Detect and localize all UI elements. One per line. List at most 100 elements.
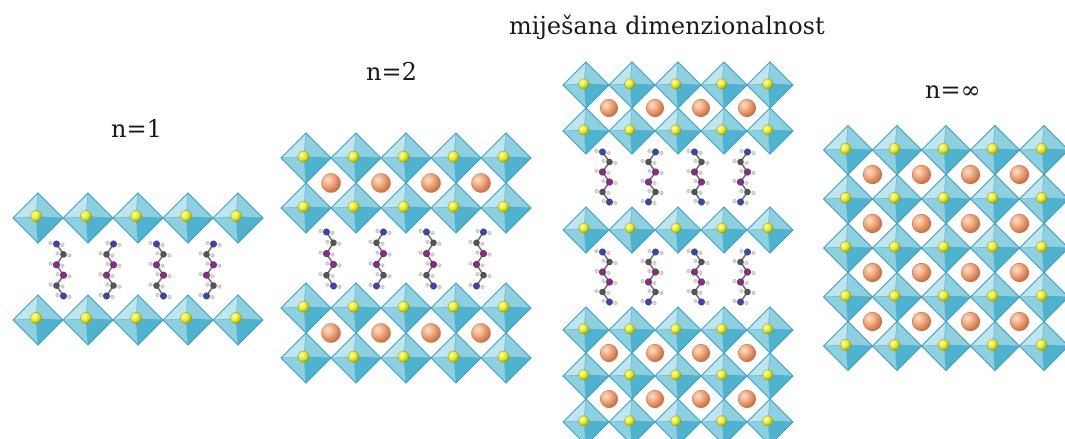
hydrogen-atom [98, 251, 103, 256]
octahedron [380, 282, 432, 334]
octahedron-facet [767, 328, 794, 354]
hydrogen-atom [430, 231, 435, 235]
octahedron-outline [562, 398, 610, 439]
nitrogen-atom [423, 228, 430, 236]
hydrogen-atom [337, 285, 342, 289]
hydrogen-atom [418, 229, 423, 233]
hydrogen-atom [337, 263, 342, 268]
iodine-atom [480, 250, 488, 258]
octahedron-outline [562, 206, 610, 254]
iodine-atom [473, 260, 481, 268]
halide-atom [347, 201, 360, 213]
octahedron [1018, 124, 1065, 176]
octahedron-facet [453, 356, 482, 384]
octahedron-facet [767, 228, 794, 254]
hydrogen-atom [60, 243, 65, 247]
octahedron-outline [330, 182, 382, 234]
hydrogen-atom [659, 171, 664, 175]
hydrogen-atom [325, 283, 330, 287]
hydrogen-atom [606, 251, 611, 255]
octahedron [62, 192, 114, 244]
label-n1: n=1 [111, 115, 162, 143]
hydrogen-atom [198, 251, 203, 256]
halide-atom [986, 241, 999, 253]
octahedron-facet [767, 129, 794, 155]
hydrogen-atom [375, 272, 380, 277]
nitrogen-atom [691, 248, 698, 256]
hydrogen-atom [640, 199, 645, 203]
octahedra-layer [562, 306, 794, 439]
carbon-atom [210, 282, 217, 289]
nitrogen-atom [323, 228, 330, 236]
iodine-atom [737, 278, 745, 286]
organic-spacer-molecule [148, 240, 172, 300]
cation-atom [471, 323, 491, 343]
octahedron-outline [430, 182, 482, 234]
hydrogen-atom [48, 282, 53, 287]
hydrogen-atom [105, 241, 110, 245]
octahedron-facet [767, 83, 794, 109]
hydrogen-atom [739, 249, 744, 253]
halide-atom [578, 369, 590, 381]
octahedron [430, 282, 482, 334]
octahedron-outline [212, 294, 264, 346]
hydrogen-atom [487, 252, 492, 257]
hydrogen-atom [601, 199, 606, 203]
octahedron [1018, 271, 1065, 323]
cation-atom [862, 164, 883, 185]
carbon-atom [606, 158, 613, 166]
hydrogen-atom [375, 250, 380, 255]
halide-atom [888, 290, 901, 302]
halide-atom [80, 210, 92, 222]
octahedron [700, 352, 748, 400]
hydrogen-atom [430, 274, 435, 279]
octahedron-facet [85, 318, 114, 346]
halide-atom [1035, 290, 1048, 302]
octahedron-facet [353, 356, 382, 384]
organic-spacer-molecule [686, 148, 710, 206]
halide-atom [397, 151, 410, 163]
iodine-atom [53, 261, 61, 269]
hydrogen-atom [67, 274, 72, 279]
octahedron-outline [330, 332, 382, 384]
octahedron-outline [212, 192, 264, 244]
octahedron [562, 306, 610, 354]
hydrogen-atom [480, 241, 485, 246]
halide-atom [578, 222, 590, 234]
halide-atom [578, 124, 590, 136]
hydrogen-atom [739, 189, 744, 193]
iodine-atom [430, 260, 438, 268]
halide-atom [578, 78, 590, 90]
nitrogen-atom [60, 292, 67, 300]
hydrogen-atom [732, 179, 737, 183]
hydrogen-atom [167, 253, 172, 258]
hydrogen-atom [647, 289, 652, 293]
octahedron [822, 320, 874, 372]
halide-atom [347, 301, 360, 313]
iodine-atom [202, 271, 210, 279]
hydrogen-atom [155, 272, 160, 277]
octahedron-outline [700, 107, 748, 155]
halide-atom [986, 143, 999, 155]
hydrogen-atom [48, 241, 53, 245]
hydrogen-atom [744, 281, 749, 285]
carbon-atom [323, 272, 330, 279]
hydrogen-atom [117, 243, 122, 247]
hydrogen-atom [155, 293, 160, 297]
octahedra-layer-middle [562, 206, 794, 254]
octahedron-outline [62, 192, 114, 244]
cation-atom [862, 262, 883, 283]
octahedron [280, 282, 332, 334]
carbon-atom [737, 258, 744, 266]
halide-atom [937, 241, 950, 253]
organic-spacer-molecule [48, 240, 72, 300]
halide-atom [397, 201, 410, 213]
halide-atom [447, 201, 460, 213]
cation-atom [371, 173, 391, 193]
hydrogen-atom [601, 259, 606, 263]
iodine-atom [737, 178, 745, 186]
carbon-atom [652, 188, 659, 196]
hydrogen-atom [640, 179, 645, 183]
carbon-atom [606, 258, 613, 266]
octahedra-layer [280, 132, 532, 234]
